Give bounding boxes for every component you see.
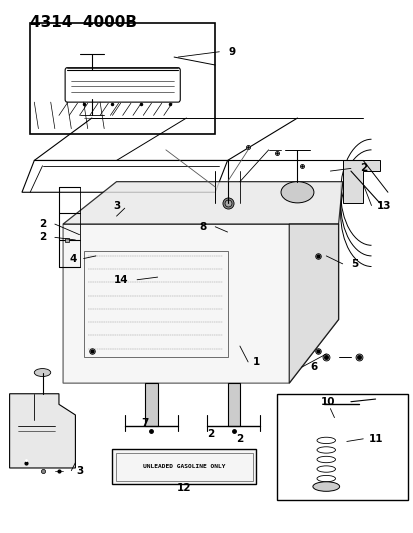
Text: 3: 3 — [113, 200, 120, 211]
Text: 4314  4000B: 4314 4000B — [30, 14, 137, 30]
Text: UNLEADED GASOLINE ONLY: UNLEADED GASOLINE ONLY — [143, 464, 225, 469]
Ellipse shape — [280, 182, 313, 203]
Polygon shape — [289, 224, 338, 383]
Text: 6: 6 — [309, 362, 317, 372]
Text: 12: 12 — [177, 483, 191, 493]
Text: 4: 4 — [69, 254, 77, 263]
Bar — [115, 453, 252, 481]
Polygon shape — [227, 383, 239, 425]
Bar — [112, 449, 256, 484]
Text: 11: 11 — [368, 434, 382, 444]
Bar — [276, 394, 408, 500]
Text: 5: 5 — [351, 259, 358, 269]
Text: 2: 2 — [39, 219, 46, 229]
Text: 10: 10 — [320, 397, 335, 407]
Text: 7: 7 — [141, 418, 149, 428]
Text: 9: 9 — [228, 47, 235, 56]
Polygon shape — [145, 383, 157, 425]
Text: 1: 1 — [252, 357, 259, 367]
Bar — [83, 251, 227, 357]
Polygon shape — [63, 182, 342, 224]
Text: 8: 8 — [199, 222, 206, 232]
Bar — [30, 22, 215, 134]
Text: 3: 3 — [76, 466, 83, 475]
Polygon shape — [9, 394, 75, 468]
Text: 2: 2 — [39, 232, 46, 243]
Text: 2: 2 — [236, 434, 243, 444]
FancyBboxPatch shape — [65, 68, 180, 102]
Text: 2: 2 — [359, 164, 366, 173]
Ellipse shape — [312, 482, 339, 491]
Ellipse shape — [34, 368, 51, 376]
Text: 14: 14 — [113, 274, 128, 285]
Text: 2: 2 — [207, 429, 214, 439]
Polygon shape — [63, 224, 338, 383]
Text: 13: 13 — [376, 200, 390, 211]
Polygon shape — [342, 160, 379, 203]
